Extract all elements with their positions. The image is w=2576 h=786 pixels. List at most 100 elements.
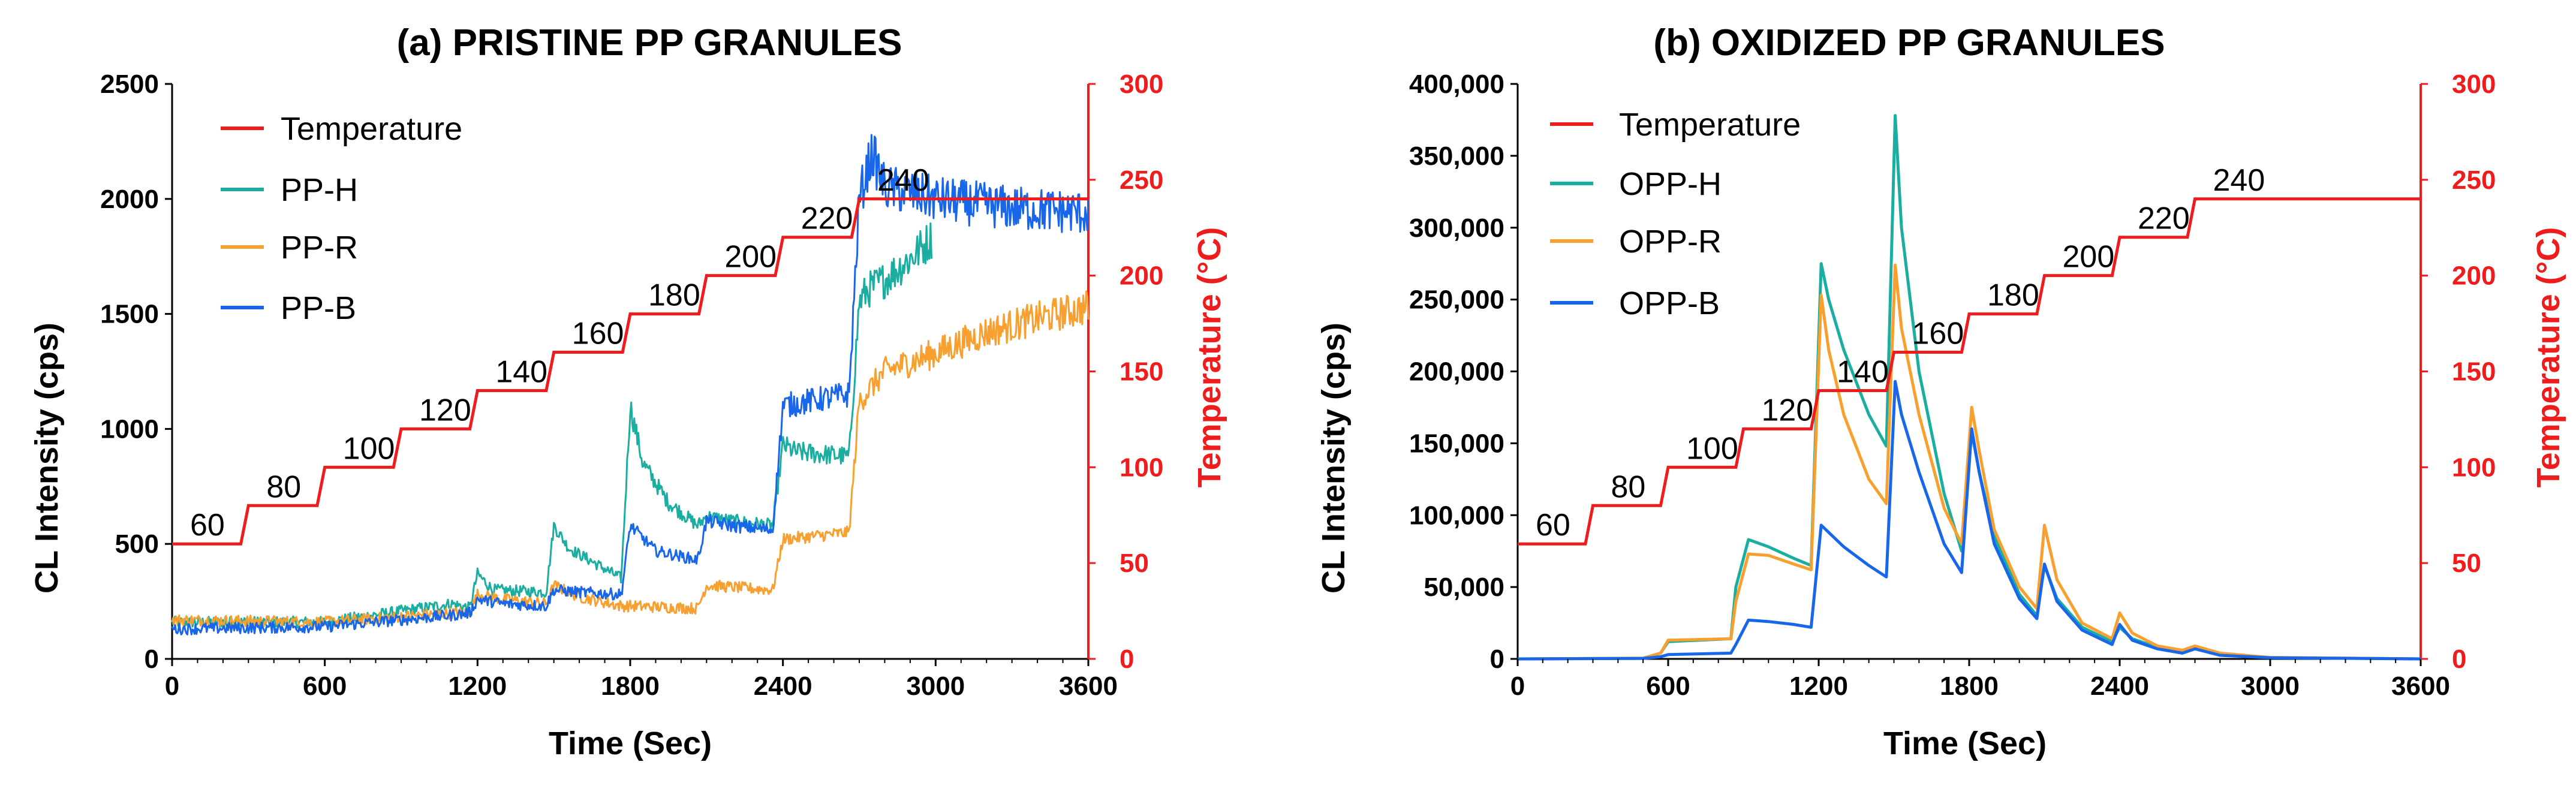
- step-label: 200: [2063, 240, 2115, 275]
- step-label: 140: [495, 354, 547, 389]
- panel-a-temperature: [172, 197, 1088, 546]
- x-tick-label: 1800: [601, 671, 660, 701]
- y2-tick-label: 300: [1120, 70, 1163, 99]
- panel-a-y-axis-label: CL Intensity (cps): [29, 323, 65, 594]
- series-line-pp-r: [171, 290, 1090, 629]
- y2-tick-label: 100: [1120, 453, 1163, 482]
- legend-label: Temperature: [1619, 107, 1801, 143]
- panel-b-y2-axis-label: Temperature (°C): [2530, 227, 2566, 488]
- x-tick-label: 600: [1646, 671, 1690, 701]
- y-tick-label: 50,000: [1424, 573, 1504, 602]
- y-tick-label: 500: [115, 529, 159, 559]
- y2-tick-label: 300: [2452, 70, 2496, 99]
- step-label: 220: [801, 201, 853, 236]
- y-tick-label: 2000: [100, 185, 159, 214]
- step-label: 80: [266, 469, 301, 504]
- step-label: 80: [1611, 469, 1646, 504]
- y-tick-label: 1000: [100, 414, 159, 444]
- panel-a-legend: Temperature PP-H PP-R PP-B: [216, 110, 498, 326]
- panel-b-series: [1517, 114, 2421, 661]
- x-tick-label: 3600: [1059, 671, 1118, 701]
- y-tick-label: 400,000: [1409, 70, 1504, 99]
- step-label: 100: [343, 431, 395, 466]
- panel-a-series: [171, 134, 1090, 636]
- panel-a-axes: [171, 84, 1090, 660]
- legend-label: OPP-B: [1619, 285, 1720, 321]
- y2-tick-label: 250: [1120, 165, 1163, 195]
- step-label: 100: [1686, 431, 1738, 466]
- x-tick-label: 600: [303, 671, 347, 701]
- y2-tick-label: 150: [1120, 357, 1163, 387]
- step-label: 60: [190, 508, 225, 543]
- step-label: 160: [1912, 317, 1964, 351]
- temperature-step-line: [172, 197, 1088, 546]
- panel-a-ticks: 0 600 1200 1800 2400 3000 36000500100015002000…: [100, 70, 1163, 701]
- step-label: 200: [724, 240, 777, 275]
- y-tick-label: 150,000: [1409, 429, 1504, 458]
- step-label: 120: [419, 393, 471, 427]
- x-tick-label: 0: [165, 671, 179, 701]
- legend-label: PP-H: [281, 172, 358, 208]
- x-tick-label: 3000: [906, 671, 965, 701]
- y-tick-label: 250,000: [1409, 285, 1504, 315]
- x-tick-label: 0: [1510, 671, 1525, 701]
- x-tick-label: 3000: [2241, 671, 2300, 701]
- y2-tick-label: 0: [1120, 645, 1134, 674]
- panel-a-x-axis-label: Time (Sec): [549, 725, 712, 761]
- step-label: 220: [2138, 201, 2190, 236]
- y-tick-label: 300,000: [1409, 213, 1504, 243]
- step-label: 240: [877, 163, 929, 198]
- series-line-pp-b: [171, 134, 1090, 636]
- legend-label: OPP-H: [1619, 166, 1722, 202]
- legend-label: Temperature: [281, 111, 462, 147]
- y2-tick-label: 150: [2452, 357, 2496, 387]
- step-label: 180: [1987, 278, 2039, 313]
- x-tick-label: 1200: [1789, 671, 1848, 701]
- x-tick-label: 1200: [448, 671, 507, 701]
- panel-b-legend: Temperature OPP-H OPP-R OPP-B: [1545, 106, 1801, 321]
- x-tick-label: 3600: [2391, 671, 2450, 701]
- y-tick-label: 2500: [100, 70, 159, 99]
- panel-a: (a) PRISTINE PP GRANULES 60 80 100 120 140 16…: [29, 22, 1227, 761]
- x-tick-label: 1800: [1940, 671, 1999, 701]
- y-tick-label: 1500: [100, 300, 159, 329]
- series-line-pp-h: [171, 222, 932, 629]
- y2-tick-label: 200: [2452, 261, 2496, 291]
- panel-b: (b) OXIDIZED PP GRANULES 60 80 100 120 140 16…: [1316, 22, 2566, 761]
- legend-label: PP-B: [281, 290, 356, 326]
- panel-b-y-axis-label: CL Intensity (cps): [1316, 323, 1352, 594]
- y2-tick-label: 50: [1120, 549, 1149, 578]
- step-label: 160: [572, 317, 624, 351]
- panel-a-title: (a) PRISTINE PP GRANULES: [397, 22, 902, 64]
- y-tick-label: 100,000: [1409, 501, 1504, 530]
- y2-tick-label: 50: [2452, 549, 2481, 578]
- y-tick-label: 350,000: [1409, 141, 1504, 171]
- panel-b-step-labels: 60 80 100 120 140 160 180 200 220 240: [1536, 163, 2265, 543]
- step-label: 140: [1837, 354, 1889, 389]
- series-line-opp-b: [1517, 380, 2421, 661]
- x-tick-label: 2400: [754, 671, 812, 701]
- y2-tick-label: 250: [2452, 165, 2496, 195]
- panel-b-ticks: 0 600 1200 1800 2400 3000 3600050,000100,00015…: [1409, 70, 2496, 701]
- panel-b-x-axis-label: Time (Sec): [1883, 725, 2047, 761]
- y2-tick-label: 0: [2452, 645, 2466, 674]
- x-tick-label: 2400: [2090, 671, 2149, 701]
- panel-a-y2-axis-label: Temperature (°C): [1191, 227, 1227, 488]
- step-label: 60: [1536, 508, 1570, 543]
- y2-tick-label: 200: [1120, 261, 1163, 291]
- step-label: 120: [1762, 393, 1814, 427]
- step-label: 240: [2213, 163, 2265, 198]
- panel-b-temperature: [1518, 197, 2421, 546]
- step-label: 180: [648, 278, 700, 313]
- legend-label: OPP-R: [1619, 224, 1722, 260]
- series-line-opp-r: [1517, 263, 2421, 661]
- y-tick-label: 0: [1490, 645, 1504, 674]
- y2-tick-label: 100: [2452, 453, 2496, 482]
- panel-a-step-labels: 60 80 100 120 140 160 180 200 220 240: [190, 163, 929, 543]
- panel-b-title: (b) OXIDIZED PP GRANULES: [1653, 22, 2165, 64]
- y-tick-label: 200,000: [1409, 357, 1504, 387]
- temperature-step-line: [1518, 197, 2421, 546]
- legend-label: PP-R: [281, 230, 358, 266]
- y-tick-label: 0: [145, 645, 159, 674]
